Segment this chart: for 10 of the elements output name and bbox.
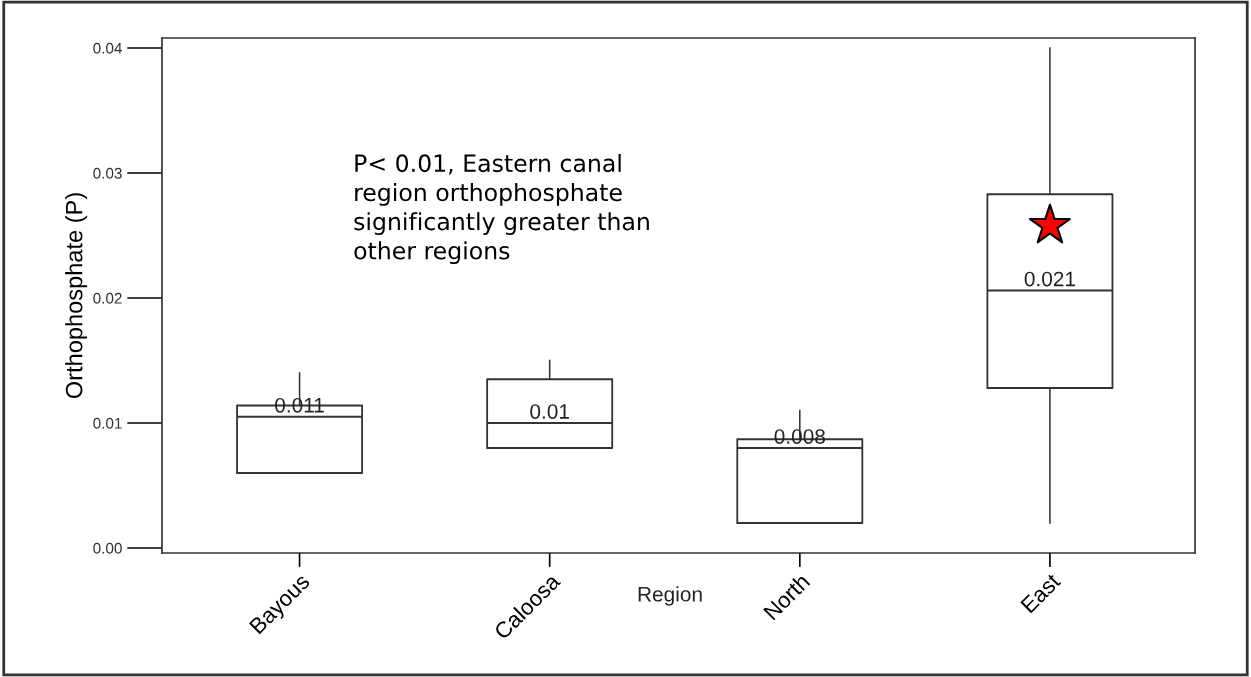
x-axis-title: Region — [638, 586, 702, 606]
y-tick-label: 0.00 — [93, 542, 122, 554]
y-axis-title: Orthophosphate (P) — [65, 193, 88, 399]
y-tick-label: 0.02 — [93, 292, 122, 304]
y-tick-label: 0.04 — [93, 42, 122, 54]
annotation: P< 0.01, Eastern canal region orthophosphate significantly greater than other regions — [354, 153, 649, 265]
text: 0.01 — [530, 404, 569, 419]
y-tick-label: 0.01 — [93, 417, 122, 429]
text: 0.021 — [1024, 271, 1075, 287]
y-tick-label: 0.03 — [93, 167, 122, 179]
